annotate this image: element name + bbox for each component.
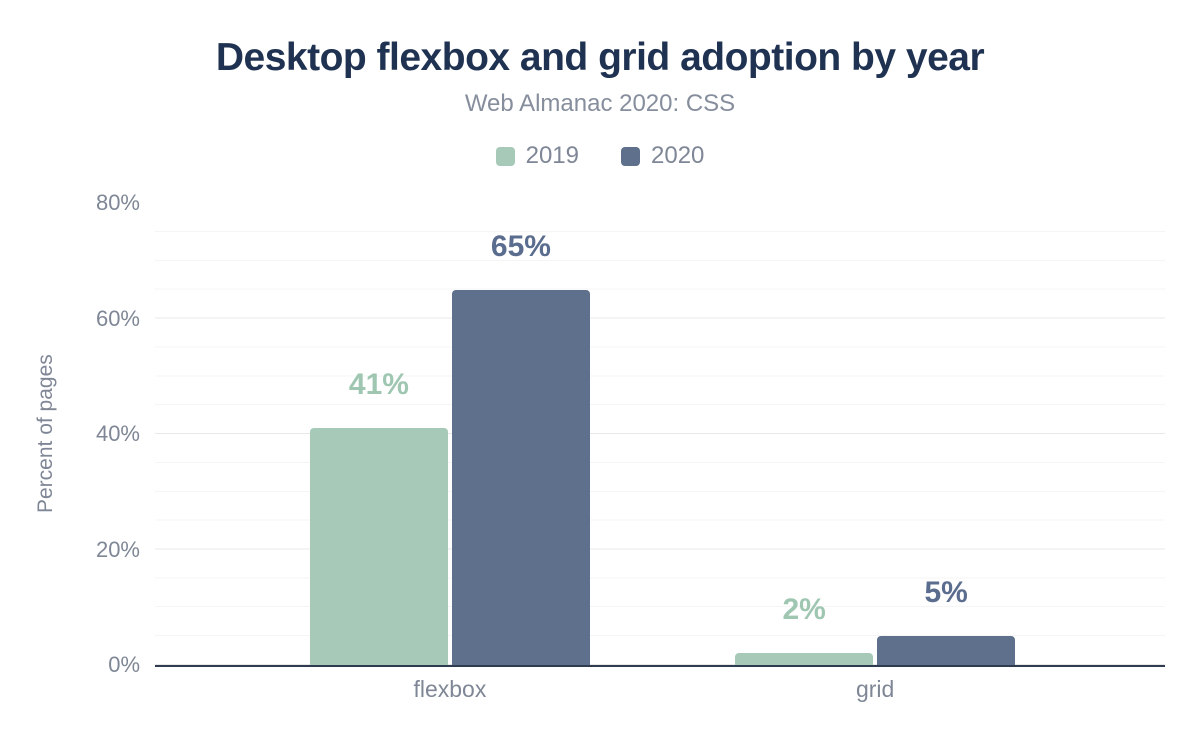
- legend-swatch-2019: [495, 146, 515, 166]
- chart-title: Desktop flexbox and grid adoption by yea…: [215, 36, 985, 79]
- chart-subtitle: Web Almanac 2020: CSS: [464, 90, 736, 117]
- y-tick-80: 80%: [95, 190, 140, 215]
- bar-fill-flexbox-2019[interactable]: [309, 428, 448, 665]
- y-axis-ticks: 0% 20% 40% 60% 80%: [0, 190, 146, 677]
- bar-fill-grid-2020[interactable]: [877, 636, 1016, 665]
- y-tick-0: 0%: [108, 652, 140, 677]
- bar-group-grid: 2% 5%: [735, 203, 1016, 665]
- legend-swatch-2020: [621, 146, 640, 166]
- y-tick-20: 20%: [95, 536, 140, 562]
- bar-fill-grid-2019[interactable]: [735, 653, 874, 665]
- bar-group-flexbox: 41% 65%: [309, 203, 590, 665]
- legend: 2019 2020: [0, 142, 1200, 170]
- x-label-grid: grid: [855, 676, 895, 702]
- bar-flexbox-2019[interactable]: 41%: [309, 203, 448, 665]
- legend-item-2019[interactable]: 2019: [495, 142, 579, 170]
- bar-grid-2020[interactable]: 5%: [877, 203, 1016, 665]
- y-tick-40: 40%: [95, 421, 140, 446]
- bar-flexbox-2020[interactable]: 65%: [451, 203, 590, 665]
- plot-area: 41% 65% 2% 5%: [155, 203, 1165, 667]
- y-tick-60: 60%: [95, 305, 140, 331]
- bar-value-label-flexbox-2020: 65%: [490, 229, 551, 263]
- legend-item-2020[interactable]: 2020: [621, 142, 704, 170]
- x-axis-labels: flexbox grid: [155, 676, 1165, 706]
- bar-fill-flexbox-2020[interactable]: [451, 289, 590, 665]
- x-label-flexbox: flexbox: [413, 676, 487, 702]
- legend-label-2019: 2019: [525, 142, 579, 169]
- bar-value-label-grid-2020: 5%: [924, 576, 968, 610]
- bar-value-label-grid-2019: 2%: [782, 593, 826, 627]
- bar-grid-2019[interactable]: 2%: [735, 203, 874, 665]
- bar-value-label-flexbox-2019: 41%: [348, 368, 409, 402]
- legend-label-2020: 2020: [651, 142, 705, 169]
